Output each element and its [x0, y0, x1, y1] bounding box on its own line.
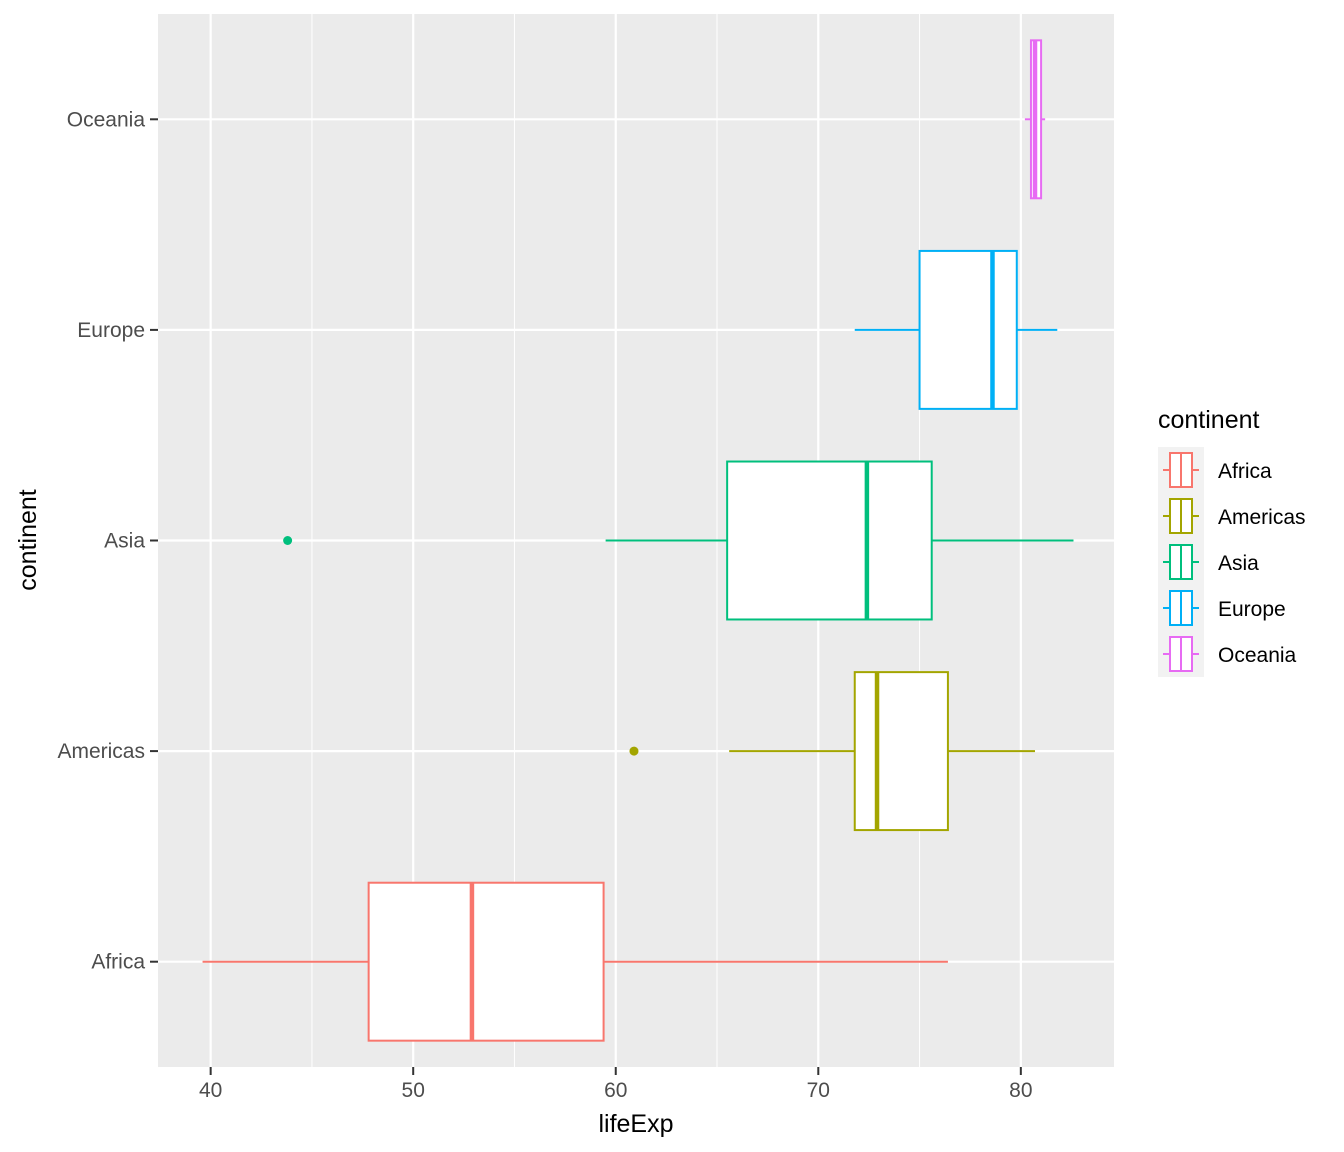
legend-item-oceania: Oceania — [1163, 636, 1297, 672]
outlier-point — [283, 536, 293, 545]
y-tick-label: Europe — [77, 319, 145, 342]
legend: continent Africa Americas Asia Europe Oceani… — [1158, 406, 1306, 677]
boxes — [202, 39, 1074, 1042]
legend-items: Africa Americas Asia Europe Oceania — [1158, 447, 1306, 677]
y-tick-label: Oceania — [67, 108, 146, 131]
y-tick-label: Africa — [91, 951, 145, 974]
legend-title: continent — [1158, 406, 1260, 434]
legend-item-americas: Americas — [1163, 498, 1306, 534]
y-axis-title: continent — [14, 489, 42, 591]
legend-label: Africa — [1218, 460, 1272, 483]
box-oceania — [1024, 39, 1046, 200]
x-tick-label: 50 — [402, 1079, 425, 1102]
box-africa — [202, 881, 948, 1042]
box-americas — [629, 671, 1036, 832]
legend-item-africa: Africa — [1163, 452, 1272, 488]
y-axis: Africa Americas Asia Europe Oceania — [57, 108, 158, 974]
x-tick-label: 60 — [604, 1079, 627, 1102]
box-europe — [854, 249, 1058, 410]
x-axis: 40 50 60 70 80 — [199, 1067, 1033, 1102]
x-tick-label: 70 — [807, 1079, 830, 1102]
box-iqr — [726, 460, 933, 621]
x-axis-title: lifeExp — [598, 1110, 673, 1138]
legend-item-europe: Europe — [1163, 590, 1286, 626]
x-tick-label: 80 — [1009, 1079, 1032, 1102]
x-tick-label: 40 — [199, 1079, 222, 1102]
y-tick-label: Americas — [57, 740, 145, 763]
legend-label: Asia — [1218, 552, 1259, 575]
box-iqr — [853, 671, 949, 832]
box-iqr — [367, 881, 605, 1042]
legend-item-asia: Asia — [1163, 544, 1259, 580]
y-tick-label: Asia — [104, 530, 145, 553]
legend-label: Oceania — [1218, 644, 1297, 667]
box-asia — [283, 460, 1074, 621]
legend-label: Americas — [1218, 506, 1306, 529]
outlier-point — [629, 746, 639, 756]
legend-label: Europe — [1218, 598, 1286, 621]
box-iqr — [918, 249, 1018, 410]
